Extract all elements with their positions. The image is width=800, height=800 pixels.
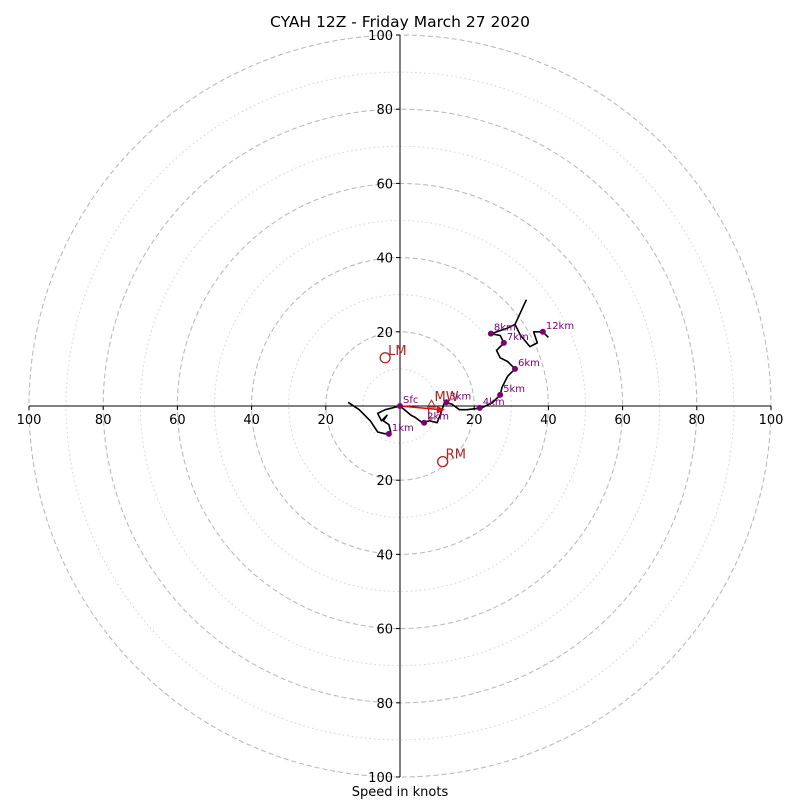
shear-vector-arrowhead bbox=[436, 405, 445, 414]
x-tick-label: 40 bbox=[243, 413, 260, 428]
chart-title: CYAH 12Z - Friday March 27 2020 bbox=[270, 13, 530, 31]
shear-vector-line bbox=[399, 405, 441, 411]
axis-ticks: 100 80 60 40 20 20 40 60 80 100 100 80 60 40 20 20 40 60 8… bbox=[17, 29, 784, 786]
height-marker-dot bbox=[421, 419, 428, 426]
y-tick-label: 80 bbox=[376, 103, 393, 118]
height-marker-dot bbox=[497, 391, 504, 398]
mean-wind-marker bbox=[426, 399, 437, 408]
y-tick-label: 40 bbox=[376, 548, 393, 563]
height-marker-label: Sfc bbox=[403, 395, 418, 406]
x-tick-label: 20 bbox=[466, 413, 483, 428]
x-axis-label: Speed in knots bbox=[352, 785, 449, 800]
height-marker-dot bbox=[397, 403, 403, 409]
height-marker-label: 4km bbox=[483, 397, 505, 408]
y-tick-label: 60 bbox=[376, 623, 393, 638]
y-tick-label: 100 bbox=[368, 771, 393, 786]
height-marker-label: 1km bbox=[392, 423, 414, 434]
height-marker-dot bbox=[512, 365, 519, 372]
storm-motion-markers: LM RM MW bbox=[379, 344, 466, 468]
height-marker-dot bbox=[385, 430, 392, 437]
storm-motion-marker bbox=[437, 455, 449, 468]
height-marker-label: 8km bbox=[494, 323, 516, 334]
storm-motion-label: RM bbox=[446, 448, 466, 463]
x-tick-label: 60 bbox=[169, 413, 186, 428]
x-tick-label: 40 bbox=[540, 413, 557, 428]
y-tick-label: 20 bbox=[376, 474, 393, 489]
x-tick-label: 20 bbox=[318, 413, 335, 428]
height-marker-label: 3km bbox=[449, 391, 471, 402]
height-marker-dot bbox=[443, 399, 450, 406]
y-tick-label: 60 bbox=[376, 177, 393, 192]
storm-motion-label: LM bbox=[388, 344, 406, 359]
y-tick-label: 20 bbox=[376, 326, 393, 341]
height-marker-dot bbox=[476, 404, 483, 411]
shear-vector-label: L bbox=[427, 408, 435, 423]
x-tick-label: 100 bbox=[759, 413, 784, 428]
height-marker-label: 7km bbox=[507, 332, 529, 343]
y-tick-label: 80 bbox=[376, 697, 393, 712]
y-tick-label: 100 bbox=[368, 29, 393, 44]
height-marker-dot bbox=[500, 339, 507, 346]
height-marker-label: 6km bbox=[518, 358, 540, 369]
height-marker-label: 12km bbox=[546, 321, 574, 332]
x-tick-label: 100 bbox=[17, 413, 42, 428]
height-marker-dot bbox=[487, 330, 494, 337]
x-tick-label: 80 bbox=[95, 413, 112, 428]
y-tick-label: 40 bbox=[376, 252, 393, 267]
hodograph-trace-group bbox=[347, 299, 549, 435]
x-tick-label: 80 bbox=[689, 413, 706, 428]
hodograph-trace bbox=[347, 299, 549, 435]
storm-motion-label: MW bbox=[435, 390, 459, 405]
x-tick-label: 60 bbox=[614, 413, 631, 428]
shear-vector-group: L bbox=[399, 405, 445, 423]
storm-motion-marker bbox=[379, 352, 391, 364]
height-marker-dot bbox=[539, 328, 546, 335]
height-marker-label: 5km bbox=[503, 384, 525, 395]
height-marker-label: 2km bbox=[427, 412, 449, 423]
